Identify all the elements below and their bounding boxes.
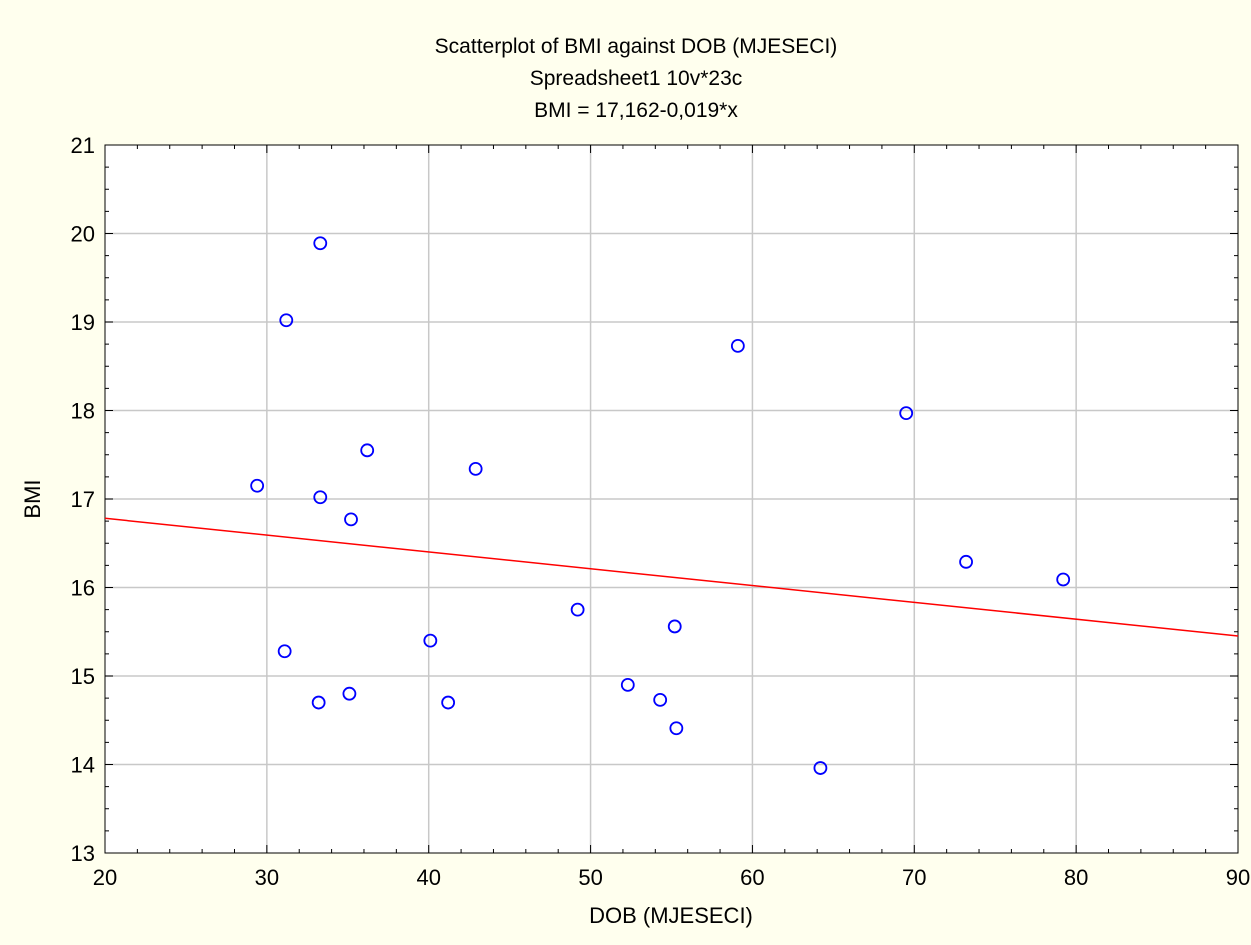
data-point — [279, 313, 294, 328]
axis-ticks — [104, 144, 1239, 854]
data-point — [311, 695, 326, 710]
data-point — [669, 721, 684, 736]
regression-line-group — [104, 517, 1239, 637]
data-point — [468, 462, 483, 476]
data-point — [250, 478, 265, 493]
x-tick-label: 80 — [1064, 865, 1088, 890]
regression-equation: BMI = 17,162-0,019*x — [534, 99, 738, 122]
y-tick-label: 13 — [71, 841, 95, 866]
data-point — [423, 633, 438, 648]
y-tick-label: 15 — [71, 664, 95, 689]
x-axis-label: DOB (MJESECI) — [589, 903, 753, 928]
data-point — [653, 692, 668, 707]
x-tick-label: 90 — [1226, 865, 1250, 890]
data-point — [667, 619, 682, 634]
y-tick-label: 14 — [71, 753, 95, 778]
data-point — [730, 338, 745, 353]
data-point — [360, 443, 375, 458]
x-tick-label: 60 — [740, 865, 764, 890]
x-tick-label: 40 — [416, 865, 440, 890]
chart-subtitle: Spreadsheet1 10v*23c — [530, 67, 743, 90]
data-point — [813, 761, 828, 775]
data-points — [250, 236, 1071, 775]
data-point — [342, 686, 357, 701]
y-tick-label: 17 — [71, 487, 95, 512]
x-tick-label: 30 — [255, 865, 279, 890]
data-point — [313, 490, 328, 505]
tick-labels: 20 30 40 50 60 70 80 90 13 14 15 16 17 18 19 20 21 — [71, 133, 1251, 890]
data-point — [620, 677, 635, 692]
y-tick-label: 20 — [71, 222, 95, 247]
y-axis-label: BMI — [20, 479, 45, 518]
data-point — [441, 695, 456, 710]
x-tick-label: 20 — [93, 865, 117, 890]
grid-lines — [105, 145, 1238, 853]
data-point — [1056, 572, 1071, 587]
data-point — [959, 554, 973, 569]
y-tick-label: 19 — [71, 310, 95, 335]
y-tick-label: 21 — [71, 133, 95, 158]
data-point — [344, 512, 358, 527]
chart-title: Scatterplot of BMI against DOB (MJESECI) — [435, 35, 838, 58]
x-tick-label: 50 — [578, 865, 602, 890]
y-tick-label: 18 — [71, 399, 95, 424]
x-tick-label: 70 — [902, 865, 926, 890]
data-point — [277, 644, 292, 659]
regression-line — [104, 517, 1239, 637]
data-point — [570, 602, 585, 617]
data-point — [899, 406, 914, 421]
y-tick-label: 16 — [71, 576, 95, 601]
data-point — [313, 236, 328, 251]
plot-frame — [104, 144, 1239, 854]
